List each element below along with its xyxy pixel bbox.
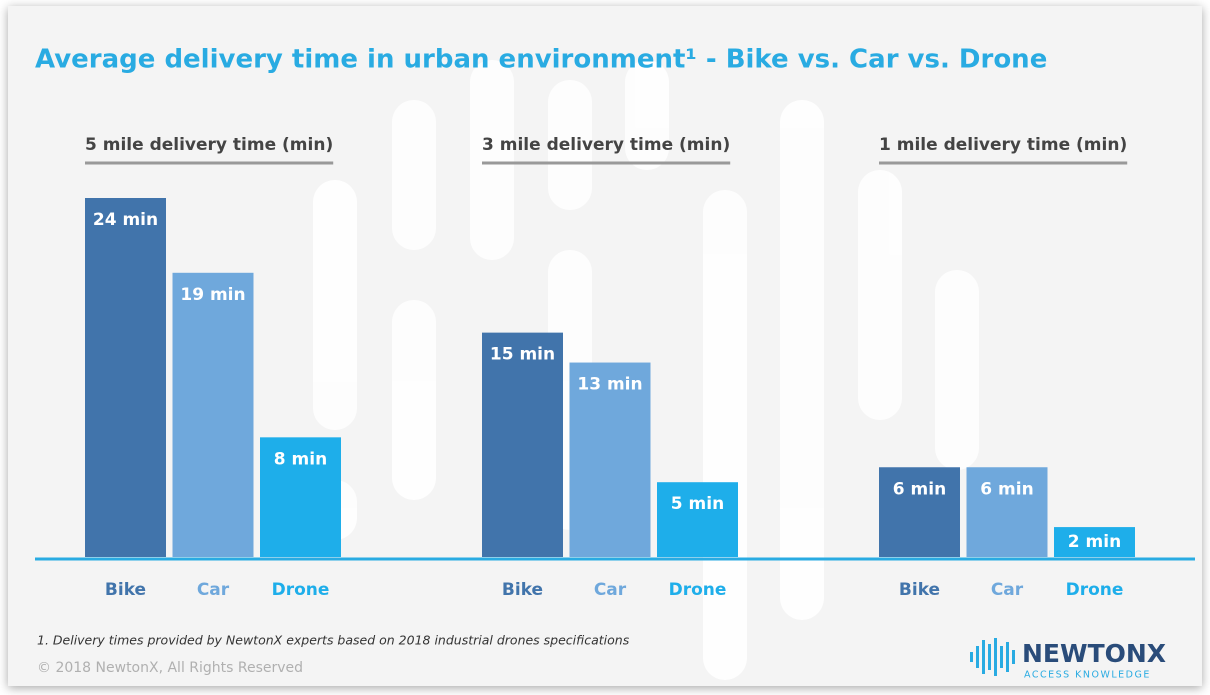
value-label: 19 min xyxy=(180,285,245,305)
category-label: Drone xyxy=(272,580,330,600)
bar xyxy=(879,467,960,557)
category-label: Car xyxy=(197,580,230,600)
category-label: Bike xyxy=(105,580,146,600)
value-label: 15 min xyxy=(490,345,555,365)
bar xyxy=(657,482,738,557)
bar xyxy=(569,362,651,557)
logo-icon xyxy=(970,638,1015,676)
category-label: Car xyxy=(991,580,1024,600)
chart-title: Average delivery time in urban environme… xyxy=(35,45,1047,75)
value-label: 8 min xyxy=(274,449,327,469)
panel-subtitle: 5 mile delivery time (min) xyxy=(85,135,333,155)
bar xyxy=(966,467,1048,557)
logo-name: NEWTONX xyxy=(1022,639,1166,668)
bar xyxy=(482,332,563,557)
logo-tagline: ACCESS KNOWLEDGE xyxy=(1024,670,1151,681)
panel-subtitle: 1 mile delivery time (min) xyxy=(879,135,1127,155)
value-label: 24 min xyxy=(93,210,158,230)
footnote: 1. Delivery times provided by NewtonX ex… xyxy=(37,633,630,648)
value-label: 13 min xyxy=(577,375,642,395)
value-label: 5 min xyxy=(671,494,724,514)
category-label: Drone xyxy=(1066,580,1124,600)
bar xyxy=(172,272,254,557)
value-label: 6 min xyxy=(980,479,1033,499)
bar xyxy=(260,437,341,557)
category-label: Bike xyxy=(899,580,940,600)
bar xyxy=(85,198,166,557)
category-label: Car xyxy=(594,580,627,600)
category-label: Bike xyxy=(502,580,543,600)
bar xyxy=(1054,527,1135,557)
value-label: 2 min xyxy=(1068,532,1121,552)
value-label: 6 min xyxy=(893,479,946,499)
copyright: © 2018 NewtonX, All Rights Reserved xyxy=(37,660,303,676)
panel-subtitle: 3 mile delivery time (min) xyxy=(482,135,730,155)
category-label: Drone xyxy=(669,580,727,600)
